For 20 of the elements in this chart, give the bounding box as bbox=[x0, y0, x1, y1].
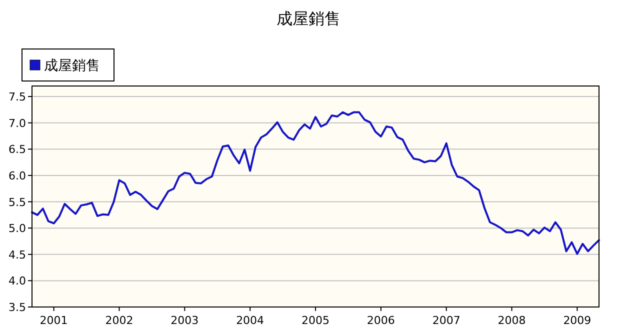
chart-title: 成屋銷售 bbox=[276, 9, 340, 28]
y-tick-label: 5.0 bbox=[8, 222, 26, 236]
x-tick-label: 2009 bbox=[563, 314, 592, 327]
y-tick-label: 6.0 bbox=[8, 169, 26, 182]
x-tick-label: 2005 bbox=[302, 314, 330, 327]
y-tick-label: 5.5 bbox=[8, 196, 26, 209]
x-tick-label: 2001 bbox=[40, 314, 68, 327]
x-tick-label: 2002 bbox=[105, 314, 134, 327]
x-tick-label: 2004 bbox=[236, 314, 264, 327]
legend-label: 成屋銷售 bbox=[44, 58, 100, 74]
x-tick-label: 2007 bbox=[432, 314, 460, 327]
x-tick-label: 2008 bbox=[498, 314, 526, 327]
y-tick-label: 4.5 bbox=[8, 248, 26, 262]
y-tick-label: 7.0 bbox=[8, 116, 26, 130]
x-tick-label: 2006 bbox=[366, 314, 395, 327]
y-tick-label: 3.5 bbox=[8, 301, 26, 314]
y-tick-label: 6.5 bbox=[8, 143, 26, 156]
x-tick-label: 2003 bbox=[170, 314, 199, 327]
y-tick-label: 4.0 bbox=[8, 274, 26, 288]
y-tick-label: 7.5 bbox=[8, 90, 26, 104]
